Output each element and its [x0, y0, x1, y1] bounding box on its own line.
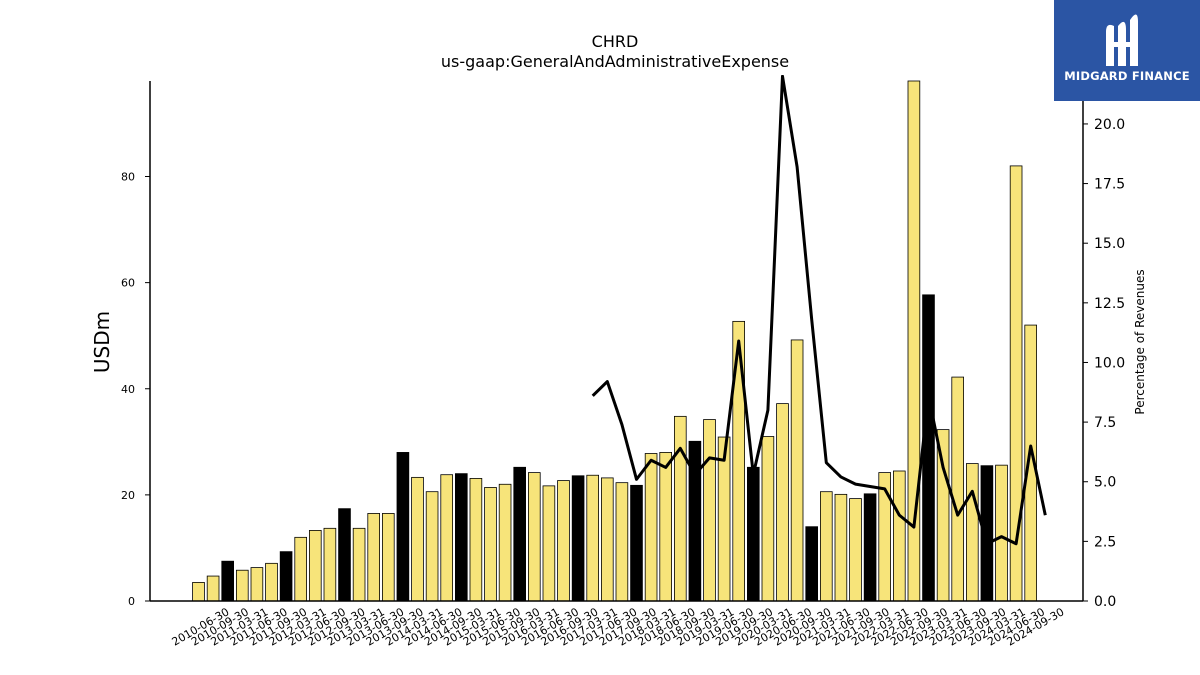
bar-2014-03-31 [411, 476, 424, 602]
bar-2020-03-31 [761, 436, 775, 602]
bar-2016-06-30 [542, 485, 556, 602]
chart-subtitle: us-gaap:GeneralAndAdministrativeExpense [440, 52, 790, 71]
bar-2020-09-30 [790, 339, 804, 602]
y-axis-label: USDm [90, 310, 114, 374]
y2-tick-label: 15.0 [1094, 236, 1125, 252]
bar-2020-12-31 [805, 526, 818, 602]
bar-series [192, 80, 1038, 602]
bar-2015-06-30 [484, 487, 497, 602]
bar-2016-09-30 [557, 480, 570, 602]
bar-2014-09-30 [440, 474, 453, 602]
x-tick-labels: 2010-06-302010-09-302011-03-312011-06-30… [170, 605, 1067, 648]
bar-2021-06-30 [834, 493, 848, 602]
y2-tick-label: 20.0 [1094, 117, 1125, 133]
logo-mark-icon [1106, 14, 1138, 66]
y-tick-label: 0 [128, 595, 135, 608]
bar-2022-06-30 [893, 470, 906, 602]
bar-2013-09-30 [381, 513, 395, 602]
bar-2014-06-30 [425, 491, 439, 602]
bar-2015-12-31 [513, 466, 526, 602]
bar-2014-12-31 [454, 473, 468, 602]
bar-2013-06-30 [367, 513, 380, 602]
bar-2019-12-31 [747, 466, 760, 602]
chart-title: CHRD [591, 32, 639, 51]
bar-2023-03-31 [936, 429, 950, 602]
percentage-of-revenues-line [591, 75, 1047, 546]
bar-2017-12-31 [630, 484, 643, 602]
bar-2010-12-31 [221, 560, 235, 602]
y-tick-label: 60 [121, 277, 135, 290]
bar-2018-06-30 [659, 452, 672, 602]
bar-2011-06-30 [250, 567, 264, 602]
percentage-line-series [591, 75, 1047, 546]
logo-text: MIDGARD FINANCE [1064, 69, 1190, 83]
bar-2023-09-30 [966, 463, 979, 602]
bar-2010-09-30 [206, 575, 220, 602]
y-tick-label: 80 [121, 171, 135, 184]
bar-2024-03-31 [995, 464, 1008, 602]
brand-logo: MIDGARD FINANCE [1054, 0, 1200, 101]
bar-2018-09-30 [674, 415, 687, 602]
bar-2015-09-30 [498, 483, 512, 602]
axes: 0 20 40 60 80 0.0 2.5 5.0 7.5 10.0 12.5 15.0 17.5 20.… [121, 81, 1125, 610]
bar-2015-03-31 [469, 478, 483, 602]
y-tick-label: 20 [121, 489, 135, 502]
bar-2023-06-30 [951, 376, 964, 602]
bar-2013-03-31 [352, 527, 366, 602]
bar-2012-06-30 [308, 530, 322, 602]
bar-2011-03-31 [235, 569, 249, 602]
bar-2016-03-31 [528, 472, 541, 602]
bar-2021-12-31 [863, 493, 877, 602]
y2-tick-label: 17.5 [1094, 177, 1125, 193]
y2-tick-label: 0.0 [1094, 594, 1116, 610]
y2-tick-label: 2.5 [1094, 534, 1116, 550]
bar-2012-03-31 [294, 536, 307, 602]
bar-2010-06-30 [192, 582, 205, 602]
bar-2017-09-30 [615, 482, 629, 602]
y2-tick-label: 10.0 [1094, 355, 1125, 371]
bar-2011-09-30 [265, 562, 278, 602]
bar-2012-12-31 [338, 508, 351, 602]
y2-axis-label: Percentage of Revenues [1133, 269, 1147, 415]
bar-2018-03-31 [644, 453, 658, 602]
bar-2022-12-31 [922, 294, 935, 602]
bar-2020-06-30 [776, 403, 789, 602]
bar-2011-12-31 [279, 551, 293, 602]
bar-2013-12-31 [396, 452, 410, 602]
bar-2016-12-31 [571, 475, 585, 602]
bar-2017-06-30 [601, 477, 614, 602]
y2-tick-label: 12.5 [1094, 296, 1125, 312]
y2-tick-label: 7.5 [1094, 415, 1116, 431]
bar-2019-03-31 [703, 419, 716, 602]
bar-2017-03-31 [586, 474, 599, 602]
y2-tick-label: 5.0 [1094, 475, 1116, 491]
y-tick-label: 40 [121, 383, 135, 396]
bar-2012-09-30 [323, 527, 337, 602]
bar-2021-03-31 [820, 491, 833, 602]
bar-2021-09-30 [849, 498, 862, 602]
